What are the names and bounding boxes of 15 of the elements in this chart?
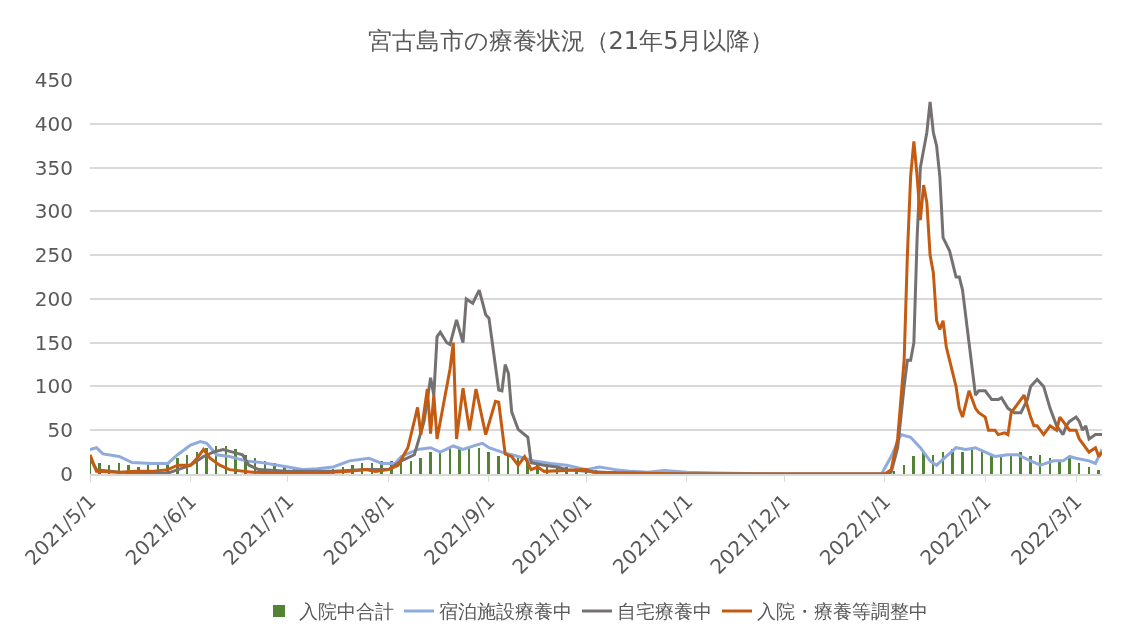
y-tick-label: 100 xyxy=(34,374,73,399)
y-tick-label: 450 xyxy=(34,68,73,92)
legend-label: 自宅療養中 xyxy=(617,600,712,623)
legend-label: 宿泊施設療養中 xyxy=(439,600,572,623)
legend-label: 入院中合計 xyxy=(299,600,394,623)
y-tick-label: 50 xyxy=(47,418,73,443)
y-tick-label: 350 xyxy=(34,155,73,180)
y-tick-label: 250 xyxy=(34,243,73,268)
y-tick-label: 300 xyxy=(34,199,73,224)
chart-title: 宮古島市の療養状況（21年5月以降） xyxy=(367,26,775,55)
legend-label: 入院・療養等調整中 xyxy=(757,600,928,623)
y-tick-label: 400 xyxy=(34,111,73,136)
y-tick-label: 200 xyxy=(34,286,73,311)
y-tick-label: 150 xyxy=(34,330,73,355)
y-tick-label: 0 xyxy=(60,462,73,486)
